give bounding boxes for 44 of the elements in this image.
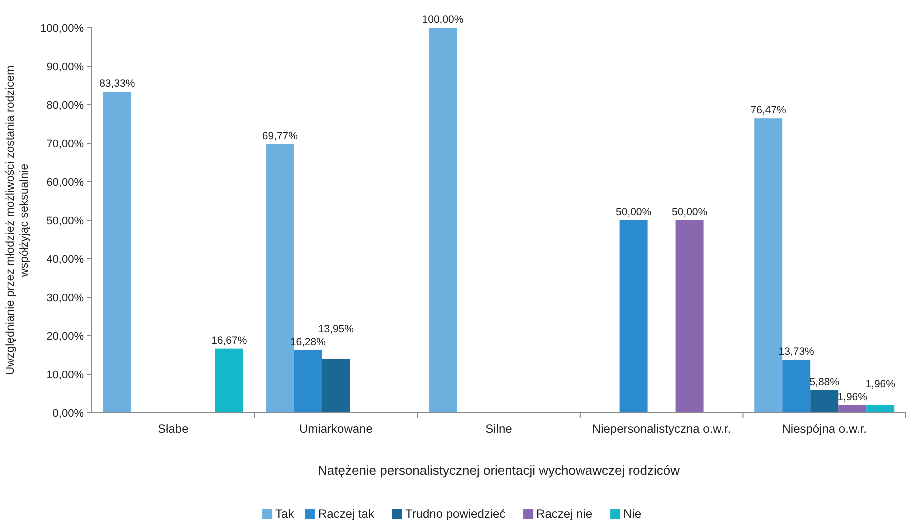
- legend-label: Tak: [276, 507, 296, 521]
- data-label: 83,33%: [100, 78, 136, 90]
- bar: [810, 390, 839, 413]
- data-label: 100,00%: [422, 14, 464, 26]
- y-tick-label: 0,00%: [52, 408, 84, 420]
- data-label: 1,96%: [866, 378, 896, 390]
- data-label: 76,47%: [750, 104, 786, 117]
- bar: [838, 405, 867, 413]
- x-tick-label: Słabe: [158, 422, 190, 436]
- data-label: 13,95%: [318, 323, 354, 336]
- data-label: 50,00%: [672, 206, 708, 218]
- data-label: 69,77%: [262, 130, 298, 142]
- y-tick-label: 10,00%: [46, 369, 84, 382]
- x-tick-label: Silne: [486, 422, 513, 436]
- y-tick-label: 80,00%: [46, 100, 84, 112]
- bar: [620, 220, 648, 413]
- x-axis-title: Natężenie personalistycznej orientacji wychowawczej rodziców: [318, 463, 681, 478]
- data-label: 16,67%: [212, 334, 248, 347]
- y-tick-label: 40,00%: [46, 254, 84, 266]
- y-tick-label: 50,00%: [46, 215, 84, 228]
- x-tick-label: Niepersonalistyczna o.w.r.: [592, 422, 732, 436]
- x-tick-label: Niespójna o.w.r.: [782, 422, 867, 436]
- y-tick-label: 100,00%: [40, 22, 84, 35]
- bar: [782, 360, 811, 413]
- legend-label: Raczej nie: [536, 507, 593, 521]
- legend-label: Nie: [624, 507, 642, 521]
- bar: [215, 348, 244, 413]
- y-tick-label: 70,00%: [46, 138, 84, 150]
- data-label: 1,96%: [838, 391, 868, 404]
- bar: [429, 28, 457, 413]
- y-tick-label: 20,00%: [46, 330, 84, 343]
- x-tick-label: Umiarkowane: [300, 422, 374, 436]
- y-tick-label: 60,00%: [46, 176, 84, 189]
- bar: [866, 405, 895, 413]
- bar: [322, 359, 350, 413]
- bar: [103, 92, 132, 413]
- bar: [676, 220, 704, 413]
- data-label: 50,00%: [616, 206, 652, 218]
- legend-label: Trudno powiedzieć: [405, 507, 506, 521]
- y-axis-title: Uwzględnianie przez młodzież możliwości zostania rodzicem współżyjąc seksualnie: [5, 66, 31, 376]
- bar: [294, 350, 322, 413]
- y-tick-label: 30,00%: [46, 292, 84, 304]
- legend-label: Raczej tak: [318, 507, 376, 521]
- y-tick-label: 90,00%: [46, 61, 84, 74]
